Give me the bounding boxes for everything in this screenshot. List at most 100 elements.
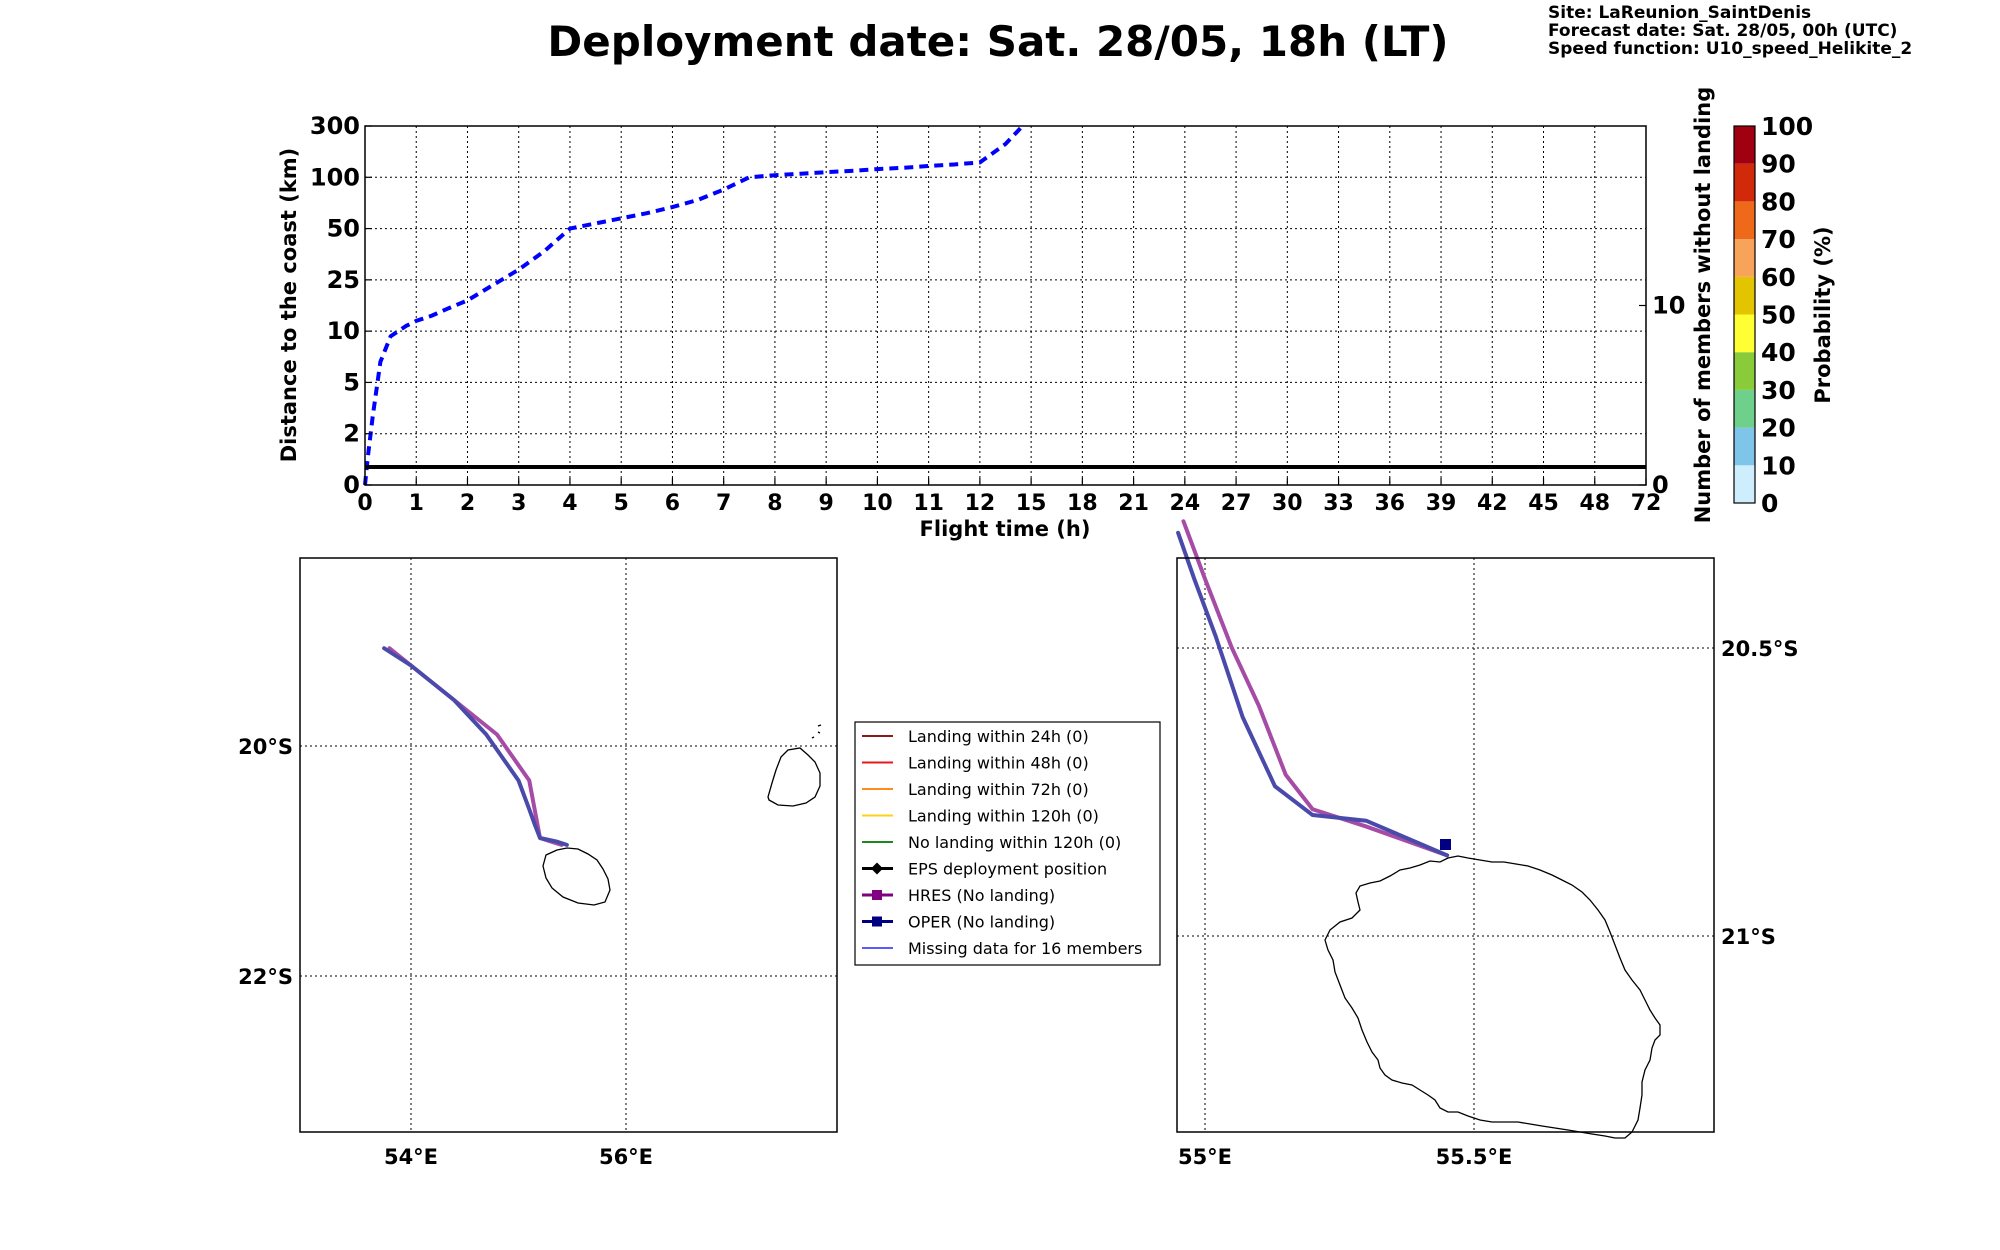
colorbar-cell (1734, 314, 1755, 353)
colorbar-tick-label: 80 (1761, 187, 1796, 216)
distance-plot-frame (364, 125, 1647, 486)
colorbar-cell (1734, 126, 1755, 164)
x-axis-label: Flight time (h) (920, 517, 1091, 541)
legend-item: HRES (No landing) (862, 886, 1055, 905)
x-tick-label: 1 (409, 491, 424, 516)
legend-label: OPER (No landing) (908, 913, 1055, 932)
legend-label: Landing within 120h (0) (908, 807, 1099, 826)
x-tick-label: 45 (1528, 491, 1559, 516)
oper-deployment-marker (1440, 839, 1451, 850)
colorbar-cell (1734, 276, 1755, 315)
legend-label: Landing within 24h (0) (908, 727, 1089, 746)
zoom-map: 55°E 55.5°E 20.5°S 21°S (1176, 519, 1798, 1169)
legend-frame (854, 721, 1161, 966)
legend-label: EPS deployment position (908, 860, 1107, 879)
legend-label: Landing within 48h (0) (908, 754, 1089, 773)
colorbar-cell (1734, 163, 1755, 202)
colorbar-cell (1734, 465, 1755, 503)
x-tick-label: 4 (562, 491, 577, 516)
x-tick-label: 2 (460, 491, 475, 516)
x-tick-label: 6 (665, 491, 680, 516)
x-tick-label: 10 (862, 491, 893, 516)
legend-label: Missing data for 16 members (908, 939, 1142, 958)
x-tick-label: 48 (1579, 491, 1610, 516)
distance-plot-series (363, 124, 1646, 486)
zoom-map-x-ticks: 55°E 55.5°E (1178, 1145, 1512, 1169)
map-lat-label: 21°S (1721, 925, 1776, 949)
colorbar-cell (1734, 239, 1755, 277)
legend-item: EPS deployment position (862, 860, 1107, 879)
x-tick-label: 15 (1016, 491, 1047, 516)
colorbar-cell (1734, 352, 1755, 390)
legend-label: HRES (No landing) (908, 886, 1055, 905)
y-tick-label: 50 (327, 215, 360, 243)
x-tick-label: 11 (913, 491, 944, 516)
colorbar-tick-label: 10 (1761, 451, 1796, 480)
colorbar-frame (1733, 125, 1756, 504)
y-tick-label: 5 (343, 368, 360, 396)
distance-line (363, 124, 1025, 486)
trajectory-track (382, 646, 569, 847)
y-tick-label: 10 (327, 317, 360, 345)
distance-plot-grid (365, 126, 1646, 485)
x-tick-label: 36 (1374, 491, 1405, 516)
colorbar-tick-label: 0 (1761, 489, 1778, 518)
legend-item: No landing within 120h (0) (862, 833, 1121, 852)
zoom-map-y-ticks: 20.5°S 21°S (1721, 637, 1798, 949)
legend-label: Landing within 72h (0) (908, 780, 1089, 799)
site-label: Site: LaReunion_SaintDenis (1548, 3, 1811, 23)
distance-plot-y2-ticks: 0 10 (1639, 292, 1685, 499)
map-lat-label: 20.5°S (1721, 637, 1798, 661)
colorbar-label: Probability (%) (1811, 226, 1835, 403)
overview-map-tracks (382, 646, 569, 847)
legend-marker-square (872, 890, 882, 900)
colorbar-cell (1734, 389, 1755, 428)
x-tick-label: 42 (1477, 491, 1508, 516)
map-lon-label: 55.5°E (1436, 1145, 1513, 1169)
y-tick-label: 25 (327, 266, 360, 294)
colorbar-tick-label: 100 (1761, 112, 1813, 141)
overview-map-y-ticks: 20°S 22°S (238, 735, 293, 989)
overview-map: 54°E 56°E 20°S 22°S (238, 557, 838, 1169)
y-axis-label: Distance to the coast (km) (277, 148, 301, 463)
colorbar-tick-label: 70 (1761, 225, 1796, 254)
overview-map-frame (299, 557, 838, 1133)
x-tick-label: 3 (511, 491, 526, 516)
legend-item: Missing data for 16 members (862, 939, 1142, 958)
map-lon-label: 56°E (599, 1145, 653, 1169)
legend-label: No landing within 120h (0) (908, 833, 1121, 852)
forecast-date-label: Forecast date: Sat. 28/05, 00h (UTC) (1548, 21, 1897, 41)
figure-title: Deployment date: Sat. 28/05, 18h (LT) (547, 17, 1448, 66)
y2-axis-label: Number of members without landing (1691, 87, 1715, 524)
zoom-map-grid (1177, 558, 1714, 1132)
trajectory-track (1181, 519, 1450, 858)
y-tick-label: 0 (343, 471, 360, 499)
x-tick-label: 7 (716, 491, 731, 516)
colorbar-cells (1734, 126, 1755, 503)
y-tick-label: 100 (310, 163, 360, 191)
x-tick-label: 24 (1170, 491, 1201, 516)
map-lon-label: 54°E (384, 1145, 438, 1169)
colorbar-cell (1734, 427, 1755, 466)
legend-item: Landing within 48h (0) (862, 754, 1089, 773)
trajectory-track (1176, 530, 1450, 858)
map-lat-label: 22°S (238, 965, 293, 989)
legend-item: Landing within 24h (0) (862, 727, 1089, 746)
reunion-coastline-zoom (1324, 855, 1661, 1139)
x-tick-label: 33 (1323, 491, 1354, 516)
y2-tick-label: 0 (1652, 471, 1669, 499)
y2-tick-label: 10 (1652, 292, 1685, 320)
zoom-map-frame (1176, 557, 1715, 1133)
legend-item: OPER (No landing) (862, 913, 1055, 932)
colorbar-ticks: 0 10 20 30 40 50 60 70 80 90 100 (1761, 112, 1813, 518)
mauritius-coastline (767, 724, 822, 807)
reunion-coastline-overview (542, 847, 611, 906)
x-tick-label: 30 (1272, 491, 1303, 516)
overview-map-x-ticks: 54°E 56°E (384, 1145, 653, 1169)
x-tick-label: 8 (767, 491, 782, 516)
x-tick-label: 39 (1426, 491, 1457, 516)
x-tick-label: 18 (1067, 491, 1098, 516)
map-lon-label: 55°E (1178, 1145, 1232, 1169)
speed-function-label: Speed function: U10_speed_Helikite_2 (1548, 39, 1912, 59)
